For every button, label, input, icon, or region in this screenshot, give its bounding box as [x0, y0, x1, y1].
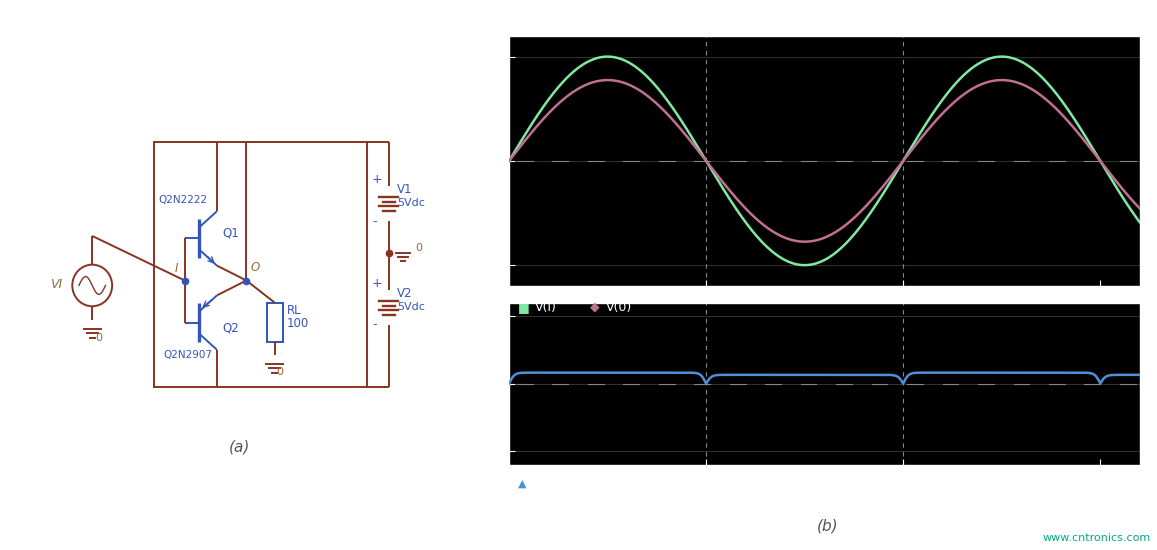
Text: V2: V2 — [397, 287, 413, 300]
Text: -: - — [373, 214, 376, 228]
Text: V(I)-  V(0): V(I)- V(0) — [535, 477, 595, 490]
Text: 5Vdc: 5Vdc — [397, 302, 425, 312]
Text: 0: 0 — [415, 243, 422, 253]
Text: ■: ■ — [518, 301, 530, 314]
Text: 100: 100 — [287, 317, 309, 329]
Text: 5Vdc: 5Vdc — [397, 198, 425, 208]
Text: Q2: Q2 — [222, 321, 239, 334]
Text: V(0): V(0) — [606, 301, 633, 314]
Text: O: O — [250, 261, 259, 273]
Text: 0: 0 — [95, 333, 102, 343]
Text: 0: 0 — [277, 366, 283, 377]
Text: (b): (b) — [817, 519, 838, 534]
Text: +: + — [373, 277, 383, 290]
Text: Q1: Q1 — [222, 227, 239, 240]
X-axis label: Time: Time — [805, 488, 843, 502]
Text: Q2N2907: Q2N2907 — [163, 350, 213, 360]
Text: VI: VI — [51, 278, 62, 291]
Text: V1: V1 — [397, 183, 413, 196]
Text: +: + — [373, 173, 383, 186]
Text: RL: RL — [287, 304, 301, 317]
Text: ▲: ▲ — [518, 478, 526, 489]
Text: ◆: ◆ — [590, 301, 599, 314]
Bar — [154, 142, 368, 387]
Text: (a): (a) — [229, 439, 250, 454]
Bar — [267, 302, 283, 342]
Text: www.cntronics.com: www.cntronics.com — [1042, 534, 1151, 543]
Text: -: - — [373, 318, 376, 332]
Text: I: I — [175, 262, 178, 274]
Text: V(I): V(I) — [535, 301, 557, 314]
Text: Q2N2222: Q2N2222 — [159, 195, 208, 205]
